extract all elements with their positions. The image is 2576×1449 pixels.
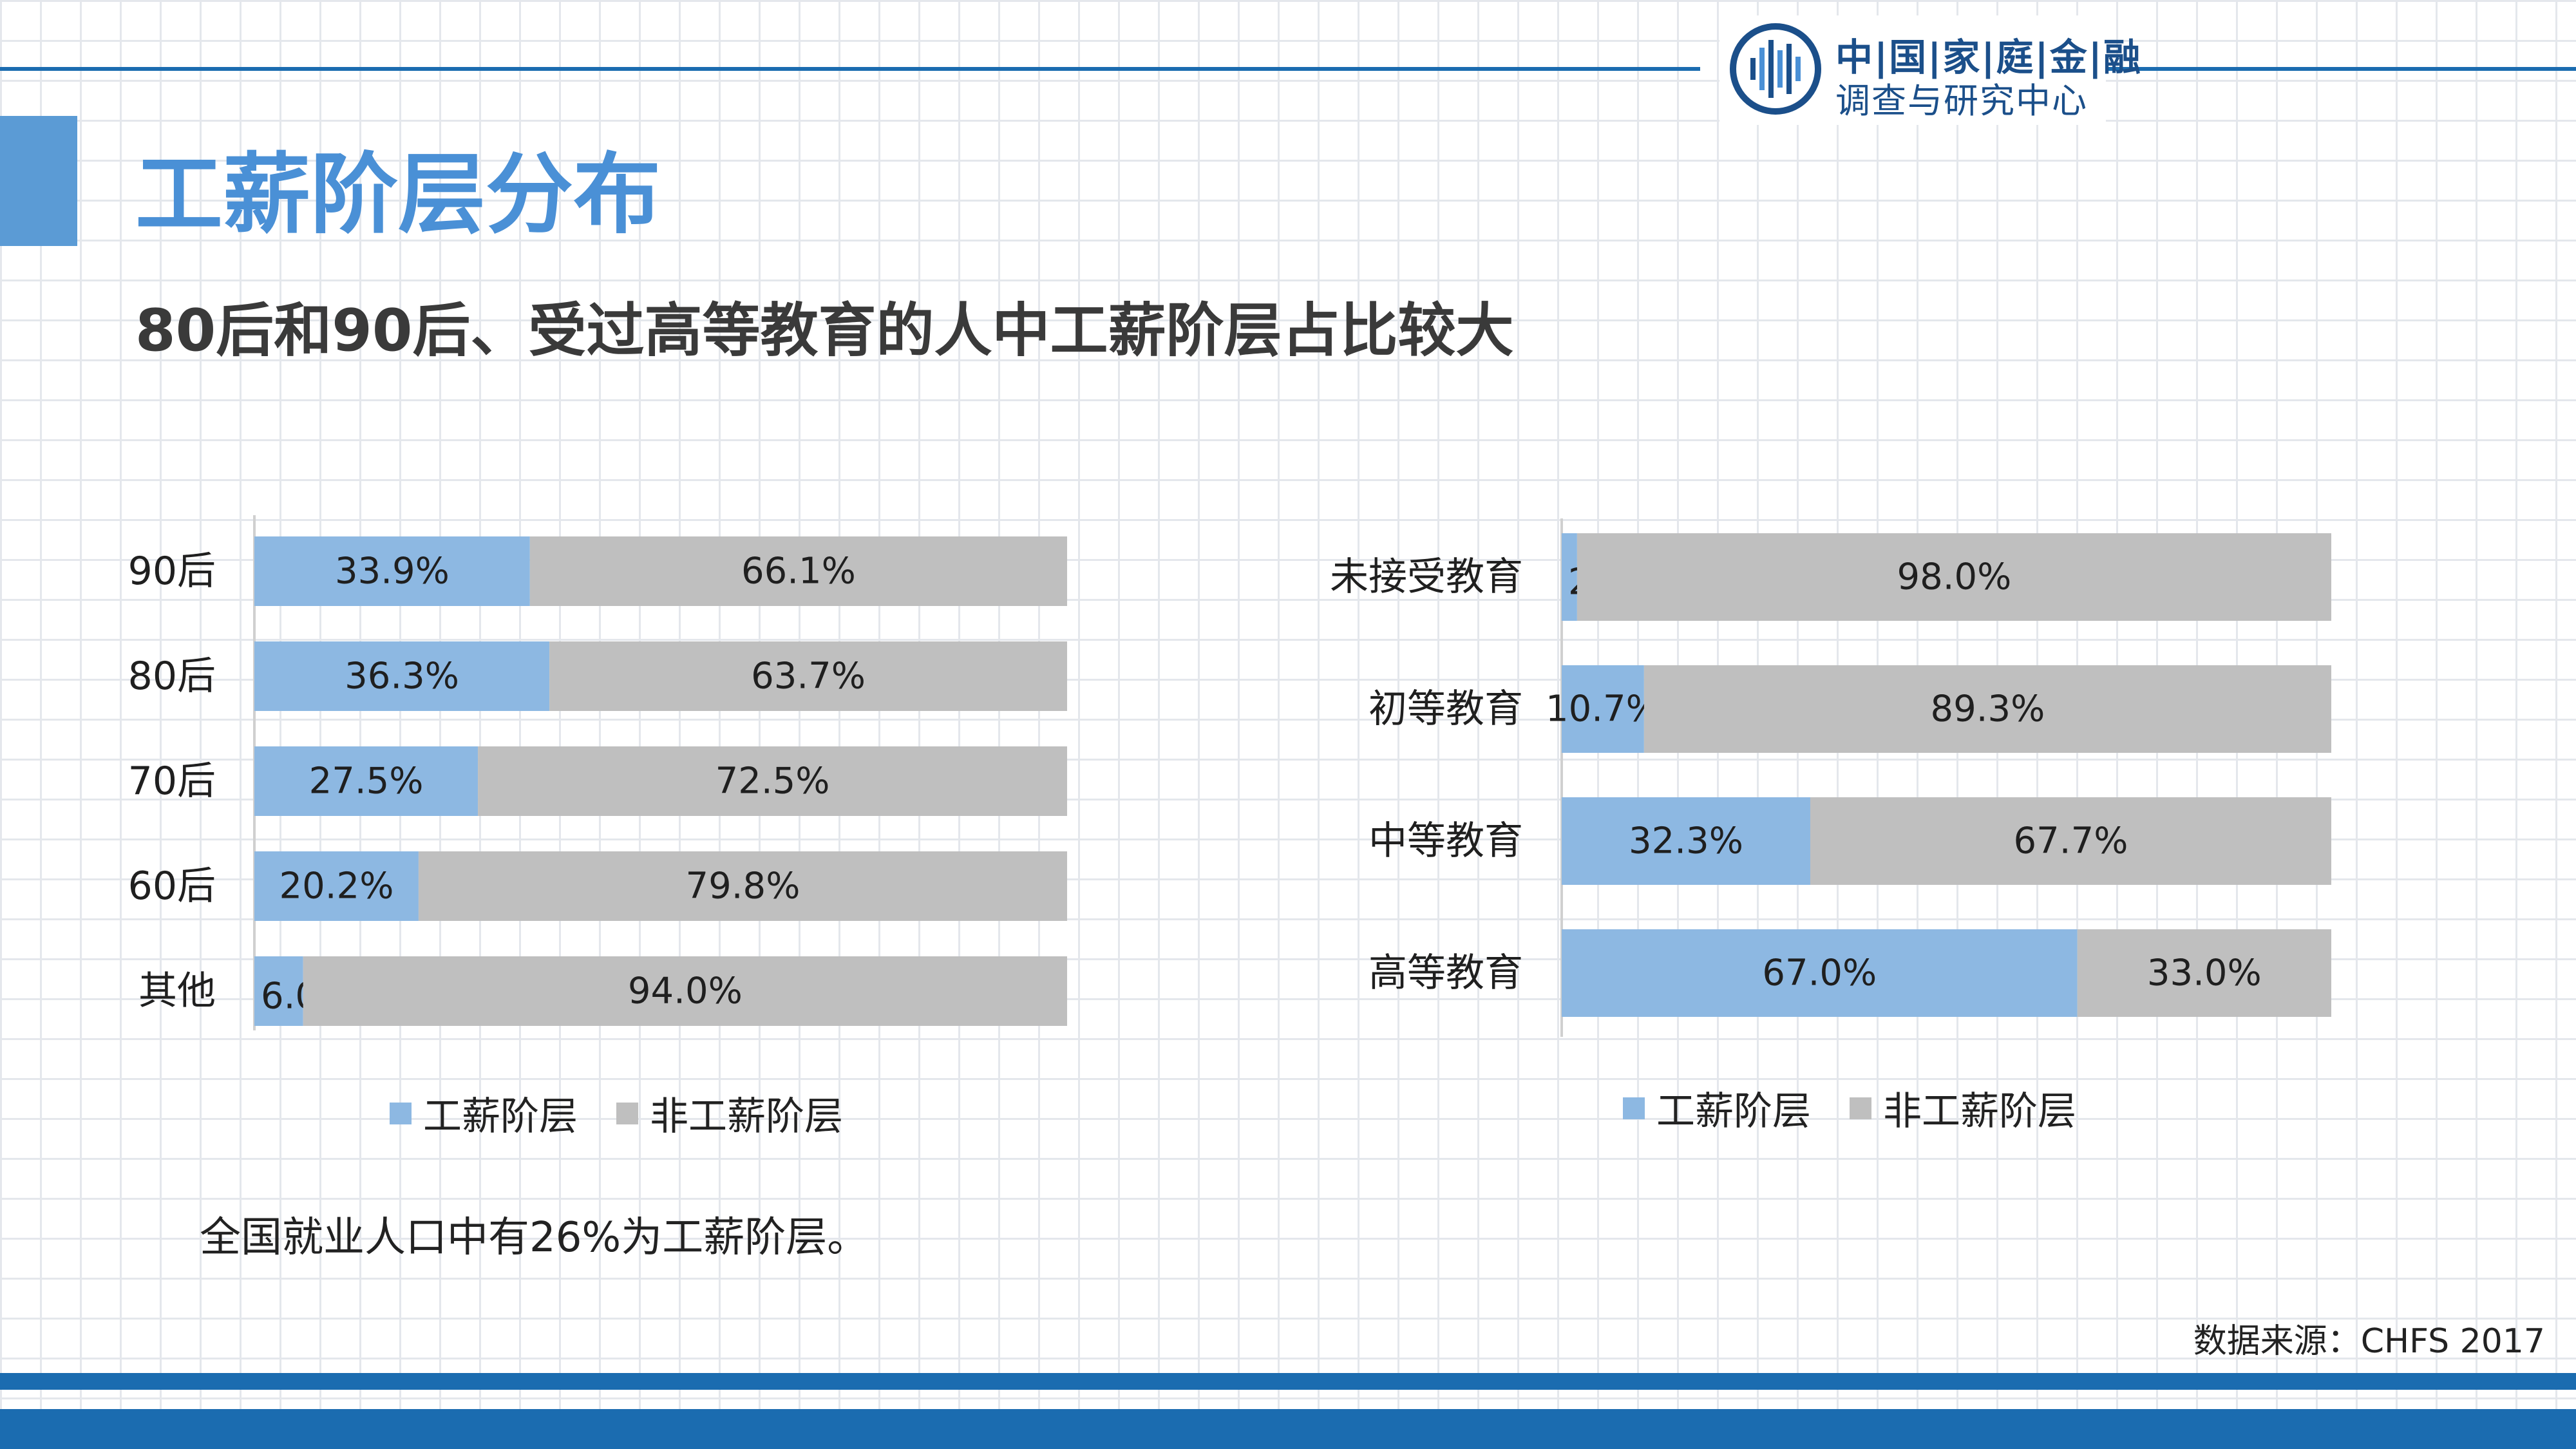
category-label: 80后 [128,654,216,699]
legend-swatch-non-wage [616,1102,638,1124]
data-label-non-wage: 79.8% [686,866,800,907]
page-title: 工薪阶层分布 [135,144,661,246]
bar-segment-wage [254,851,419,921]
header-rule-left [0,67,1700,71]
category-label: 90后 [128,549,216,594]
category-label: 中等教育 [1368,819,1523,864]
title-accent-block [0,116,77,246]
org-name-line1: 中|国|家|庭|金|融 [1835,35,2142,79]
category-label: 高等教育 [1368,951,1523,996]
legend-swatch-wage [390,1102,412,1124]
legend-swatch-non-wage [1850,1097,1871,1119]
stacked-bar-chart-2: 未接受教育2.0%98.0%初等教育10.7%89.3%中等教育32.3%67.… [1330,518,2331,1037]
legend-item-non-wage: 非工薪阶层 [1850,1080,2076,1136]
data-label-non-wage: 63.7% [751,656,866,697]
data-label-non-wage: 89.3% [1930,688,2045,730]
category-label: 初等教育 [1368,687,1523,732]
bar-segment-non-wage [529,536,1067,606]
bar-segment-wage [254,536,530,606]
logo-emblem-icon [1730,23,1821,115]
data-label-wage: 36.3% [345,656,459,697]
bar-segment-non-wage [2077,929,2331,1017]
data-source: 数据来源：CHFS 2017 [2193,1322,2545,1361]
data-label-non-wage: 72.5% [715,761,830,802]
legend-right: 工薪阶层 非工薪阶层 [1623,1080,2115,1136]
bar-segment-wage [254,641,550,711]
data-label-non-wage: 66.1% [741,551,856,592]
data-label-wage: 33.9% [335,551,450,592]
legend-label-wage: 工薪阶层 [1656,1089,1811,1134]
bar-segment-wage [1562,533,1577,621]
bar-segment-non-wage [1810,797,2331,885]
bar-segment-wage [1562,929,2078,1017]
data-label-wage: 32.3% [1629,820,1743,862]
legend-left: 工薪阶层 非工薪阶层 [390,1085,882,1141]
bar-segment-wage [254,746,478,816]
category-label: 60后 [128,864,216,909]
bar-segment-wage [1562,665,1644,753]
bar-segment-non-wage [549,641,1067,711]
data-label-wage: 20.2% [279,866,394,907]
category-label: 70后 [128,759,216,804]
bar-segment-non-wage [1643,665,2331,753]
legend-item-wage: 工薪阶层 [390,1085,578,1141]
summary-note: 全国就业人口中有26%为工薪阶层。 [200,1214,869,1262]
bar-segment-non-wage [478,746,1067,816]
footer-rule [0,1373,2576,1390]
bar-segment-non-wage [418,851,1067,921]
data-label-non-wage: 33.0% [2147,952,2262,994]
org-name-line2: 调查与研究中心 [1835,80,2088,121]
legend-label-non-wage: 非工薪阶层 [1883,1089,2076,1134]
bar-segment-non-wage [303,956,1068,1026]
stacked-bar-chart-1: 90后 33.9% 66.1% 80后 36.3% 63.7% 70后 27.5% 72.5% 6… [128,515,1068,1030]
data-label-non-wage: 98.0% [1897,556,2011,598]
legend-label-non-wage: 非工薪阶层 [650,1094,843,1139]
page-subtitle: 80后和90后、受过高等教育的人中工薪阶层占比较大 [135,297,1514,365]
category-label: 其他 [138,969,216,1014]
footer-band [0,1409,2576,1449]
legend-item-wage: 工薪阶层 [1623,1080,1811,1136]
bar-segment-wage [1562,797,1810,885]
data-label-wage: 27.5% [309,761,424,802]
header-rule-right [2106,67,2576,71]
data-label-wage: 67.0% [1762,952,1877,994]
category-label: 未接受教育 [1330,554,1523,600]
legend-item-non-wage: 非工薪阶层 [616,1085,843,1141]
bar-segment-wage [254,956,303,1026]
data-label-non-wage: 67.7% [2014,820,2128,862]
data-label-non-wage: 94.0% [628,971,743,1012]
data-label-wage: 10.7% [1546,688,1660,730]
legend-swatch-wage [1623,1097,1645,1119]
bar-segment-non-wage [1577,533,2331,621]
org-logo: 中|国|家|庭|金|融 调查与研究中心 [1719,15,2141,125]
legend-label-wage: 工薪阶层 [423,1094,578,1139]
